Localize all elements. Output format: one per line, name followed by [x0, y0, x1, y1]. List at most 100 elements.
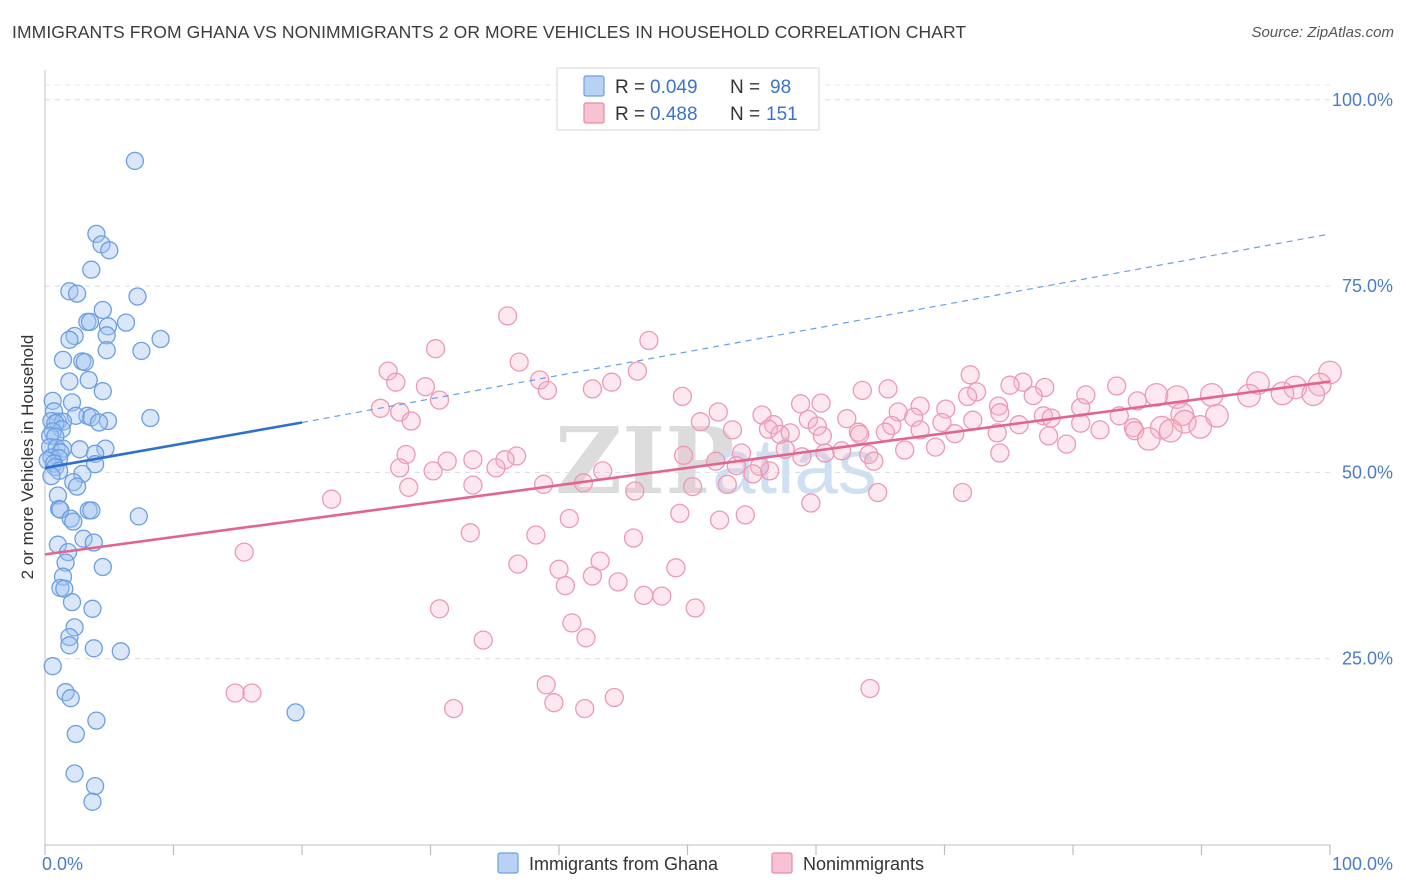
nonimmigrant-point-130 — [590, 551, 610, 571]
nonimmigrant-point-109 — [533, 474, 554, 494]
nonimmigrant-point-122 — [735, 505, 755, 525]
ghana-point-4 — [82, 260, 101, 279]
nonimmigrant-point-71 — [910, 420, 930, 440]
nonimmigrant-point-38 — [988, 396, 1009, 416]
ghana-point-10 — [80, 312, 100, 332]
ghana-point-45 — [70, 440, 89, 459]
ghana-point-87 — [286, 703, 305, 722]
nonimmigrant-point-5 — [627, 361, 648, 381]
nonimmigrant-point-68 — [758, 419, 779, 439]
nonimmigrant-point-75 — [850, 424, 870, 445]
ghana-point-68 — [74, 529, 93, 548]
ghana-point-7 — [128, 287, 147, 306]
ghana-point-61 — [49, 499, 69, 519]
nonimmigrant-point-139 — [429, 599, 450, 619]
ghana-point-17 — [132, 341, 151, 361]
nonimmigrant-point-107 — [423, 461, 443, 481]
ghana-point-6 — [67, 284, 87, 303]
ghana-point-25 — [62, 393, 82, 412]
nonimmigrant-point-114 — [717, 474, 737, 494]
nonimmigrant-point-62 — [932, 412, 952, 433]
nonimmigrant-point-53 — [837, 409, 857, 429]
nonimmigrant-point-97 — [895, 440, 915, 460]
nonimmigrant-point-150 — [242, 683, 262, 703]
legend-n-label-ghana: N = — [730, 77, 760, 98]
y-tick-label-50: 50.0% — [1342, 462, 1393, 482]
nonimmigrant-point-42 — [708, 402, 728, 422]
nonimmigrant-point-140 — [685, 598, 705, 618]
legend-n-value-ghana: 98 — [770, 77, 791, 98]
nonimmigrant-point-54 — [904, 407, 924, 427]
ghana-point-21 — [75, 352, 94, 372]
ghana-point-13 — [97, 326, 116, 345]
nonimmigrant-point-79 — [1038, 426, 1059, 446]
nonimmigrant-point-126 — [460, 523, 480, 543]
chart-title: IMMIGRANTS FROM GHANA VS NONIMMIGRANTS 2… — [12, 22, 967, 42]
nonimmigrant-point-120 — [399, 477, 419, 497]
nonimmigrant-point-50 — [1205, 403, 1229, 428]
ghana-point-79 — [65, 618, 84, 637]
y-tick-label-75: 75.0% — [1342, 276, 1393, 296]
ghana-point-81 — [60, 636, 79, 655]
nonimmigrant-point-113 — [682, 476, 703, 497]
nonimmigrant-point-96 — [1136, 426, 1161, 451]
bottom-legend: Immigrants from Ghana Nonimmigrants — [497, 852, 924, 874]
ghana-point-77 — [62, 592, 82, 612]
nonimmigrant-point-32 — [1301, 382, 1326, 407]
nonimmigrant-point-37 — [910, 396, 930, 416]
nonimmigrant-point-132 — [666, 558, 686, 578]
nonimmigrant-point-26 — [1023, 385, 1043, 406]
ghana-point-11 — [116, 313, 136, 332]
nonimmigrant-point-145 — [544, 693, 564, 713]
nonimmigrant-point-146 — [604, 687, 624, 708]
legend-r-value-ghana: 0.049 — [650, 77, 698, 98]
nonimmigrant-point-30 — [1237, 383, 1261, 408]
nonimmigrant-point-138 — [652, 586, 672, 606]
nonimmigrant-point-143 — [473, 630, 493, 650]
ghana-point-88 — [87, 711, 106, 730]
nonimmigrant-point-121 — [321, 489, 342, 509]
legend-r-value-nonimmigrants: 0.488 — [650, 104, 698, 125]
nonimmigrant-point-60 — [807, 416, 827, 436]
ghana-point-92 — [83, 792, 102, 811]
legend-box: R = 0.049 N = 98 R = 0.488 N = 151 — [556, 67, 820, 131]
y-tick-label-100: 100.0% — [1332, 90, 1393, 110]
series-ghana-points — [38, 151, 305, 811]
nonimmigrant-point-118 — [952, 482, 973, 503]
nonimmigrant-point-89 — [673, 445, 694, 465]
ghana-point-18 — [97, 341, 116, 360]
nonimmigrant-point-6 — [960, 365, 980, 385]
nonimmigrant-point-57 — [401, 411, 421, 431]
ghana-point-59 — [67, 477, 87, 496]
nonimmigrant-point-125 — [559, 508, 579, 529]
nonimmigrant-point-104 — [864, 451, 884, 471]
nonimmigrant-point-22 — [878, 379, 898, 399]
ghana-point-37 — [89, 413, 109, 432]
nonimmigrant-point-95 — [1056, 434, 1077, 454]
nonimmigrant-point-80 — [1090, 420, 1110, 440]
nonimmigrant-point-142 — [576, 628, 596, 648]
nonimmigrant-point-102 — [760, 461, 780, 481]
nonimmigrant-point-100 — [706, 451, 726, 471]
nonimmigrant-point-128 — [623, 528, 644, 548]
ghana-point-73 — [93, 557, 112, 577]
ghana-point-67 — [64, 512, 83, 531]
nonimmigrant-point-35 — [790, 394, 811, 414]
ghana-point-64 — [82, 501, 101, 520]
nonimmigrant-point-10 — [602, 372, 622, 392]
nonimmigrant-point-86 — [437, 451, 457, 471]
ghana-point-84 — [43, 657, 62, 676]
nonimmigrant-point-3 — [509, 352, 529, 372]
ghana-point-60 — [48, 486, 68, 505]
ghana-point-1 — [87, 224, 106, 244]
nonimmigrant-point-58 — [690, 412, 711, 432]
nonimmigrant-point-76 — [875, 422, 896, 442]
nonimmigrant-point-136 — [555, 576, 576, 596]
nonimmigrant-point-124 — [709, 510, 730, 530]
nonimmigrant-point-72 — [722, 420, 743, 440]
ghana-point-23 — [79, 370, 98, 390]
nonimmigrant-point-39 — [1127, 391, 1147, 411]
ghana-point-8 — [93, 300, 112, 320]
nonimmigrant-point-108 — [486, 458, 506, 478]
